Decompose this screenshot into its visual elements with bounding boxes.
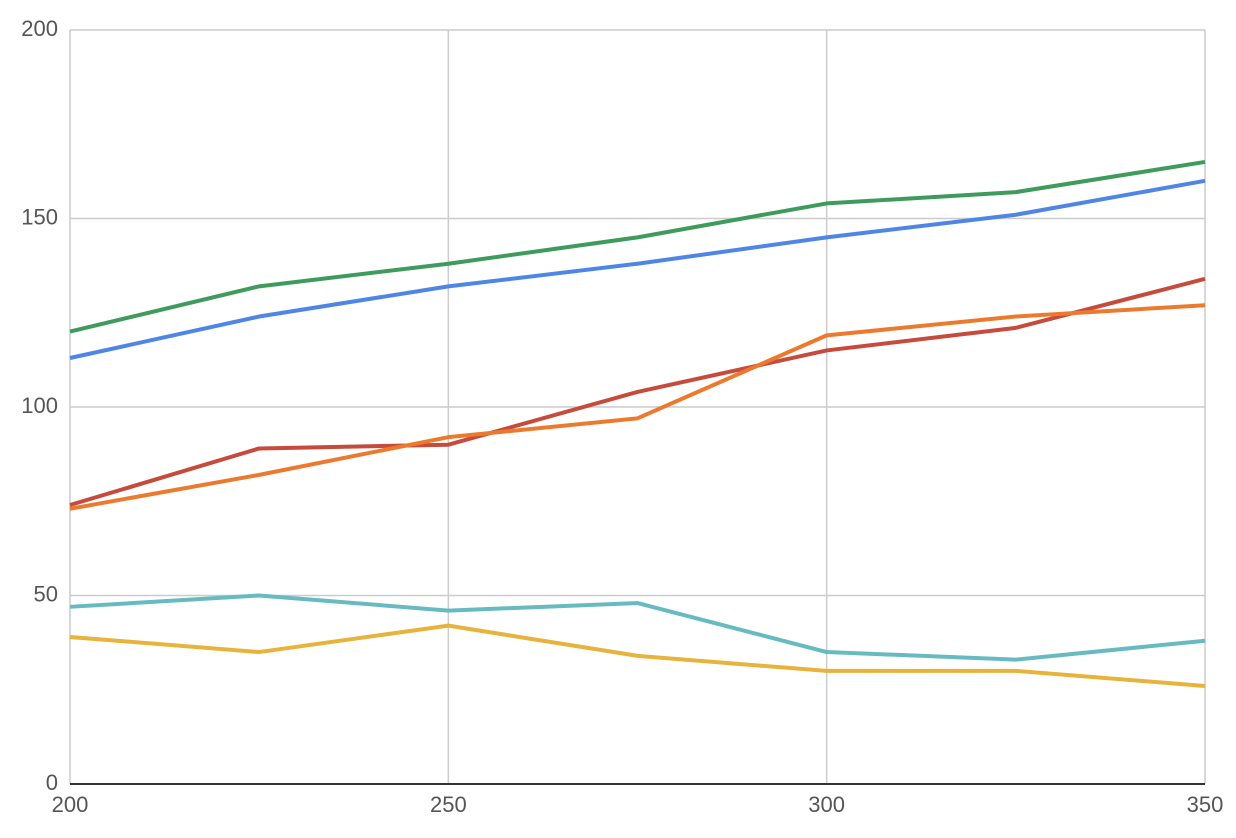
y-tick-label: 0 <box>46 770 58 795</box>
x-tick-label: 250 <box>430 792 467 817</box>
y-tick-label: 200 <box>21 16 58 41</box>
series-line <box>69 276 1206 507</box>
y-tick-label: 50 <box>34 581 58 606</box>
y-tick-label: 100 <box>21 393 58 418</box>
x-tick-label: 200 <box>52 792 89 817</box>
series-line <box>69 593 1206 662</box>
series-line <box>69 623 1206 688</box>
x-tick-label: 350 <box>1187 792 1224 817</box>
y-tick-label: 150 <box>21 204 58 229</box>
series-line <box>69 178 1206 360</box>
series-line <box>69 159 1206 334</box>
series-line <box>69 303 1206 511</box>
x-tick-label: 300 <box>808 792 845 817</box>
